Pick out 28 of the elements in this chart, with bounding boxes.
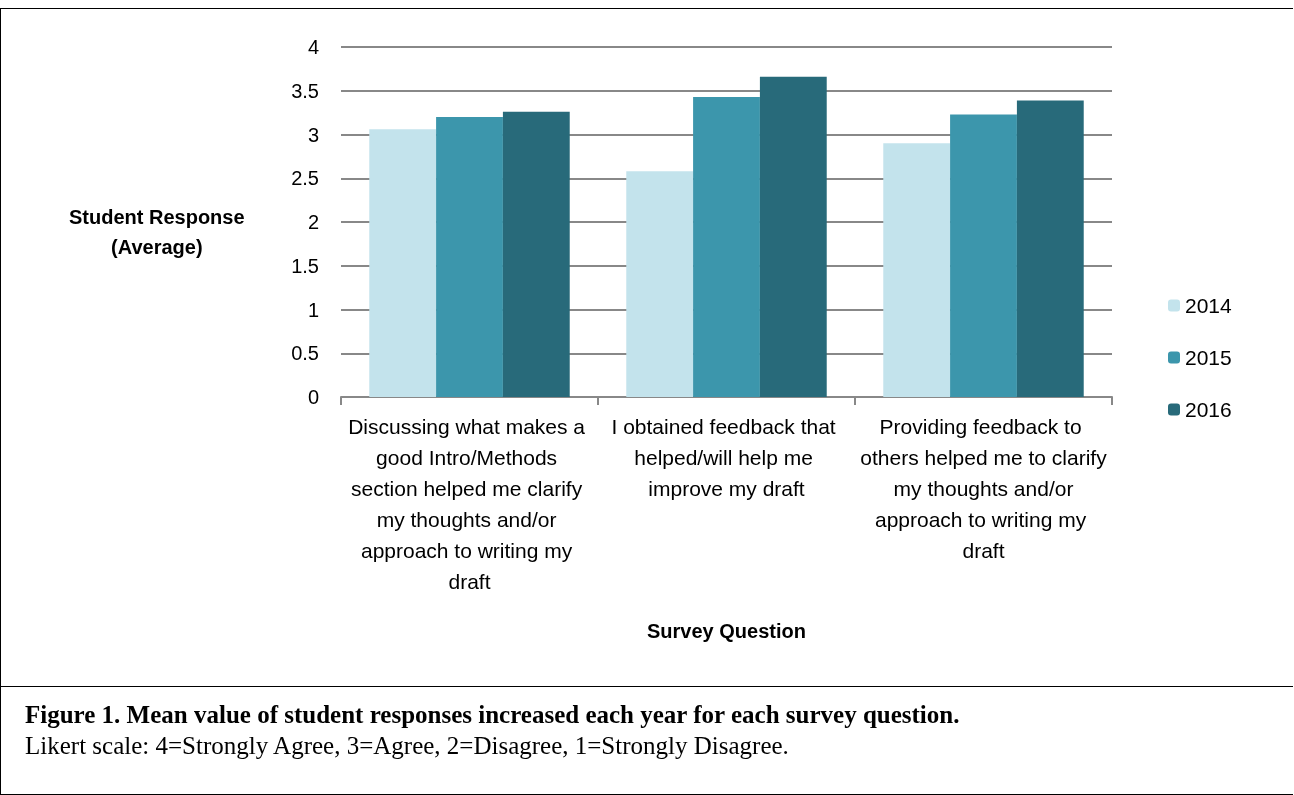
bar: [759, 76, 827, 397]
legend-label: 2016: [1185, 398, 1232, 421]
y-tick-label: 0.5: [291, 342, 319, 365]
y-tick-label: 4: [307, 36, 319, 58]
y-tick-label: 1.5: [291, 254, 319, 277]
legend-label: 2015: [1185, 346, 1232, 369]
bar: [883, 143, 951, 397]
x-tick-label: Providing feedback to others helped me to clarify my thoughts and/or approach to writing my draft: [860, 415, 1108, 562]
bar: [369, 129, 437, 397]
y-tick-label: 3: [307, 123, 319, 146]
bar: [1016, 100, 1084, 397]
x-axis-title: Survey Question: [647, 620, 806, 642]
y-tick-label: 3.5: [291, 79, 319, 102]
x-tick-label: Discussing what makes a good Intro/Methods section helped me clarify my thoughts and/or approach to writing my draft: [348, 415, 591, 593]
y-tick-label: 2.5: [291, 167, 319, 190]
y-tick-label: 2: [307, 211, 319, 233]
bar: [950, 114, 1017, 397]
legend-label: 2014: [1185, 294, 1233, 317]
caption: Figure 1. Mean value of student responses increased each year for each survey question.: [25, 700, 961, 730]
bar: [436, 117, 503, 397]
x-tick-label: I obtained feedback that helped/will help me improve my draft: [611, 415, 842, 500]
y-axis-title: Student Response (Average): [69, 206, 245, 258]
bar: [502, 111, 570, 397]
y-tick-label: 0: [307, 386, 319, 408]
bar: [626, 171, 694, 397]
bar: [693, 96, 760, 397]
y-tick-label: 1: [307, 298, 319, 321]
text: Likert scale: 4=Strongly Agree, 3=Agree, 2=Disagree, 1=Strongly Disagree.: [25, 731, 790, 761]
